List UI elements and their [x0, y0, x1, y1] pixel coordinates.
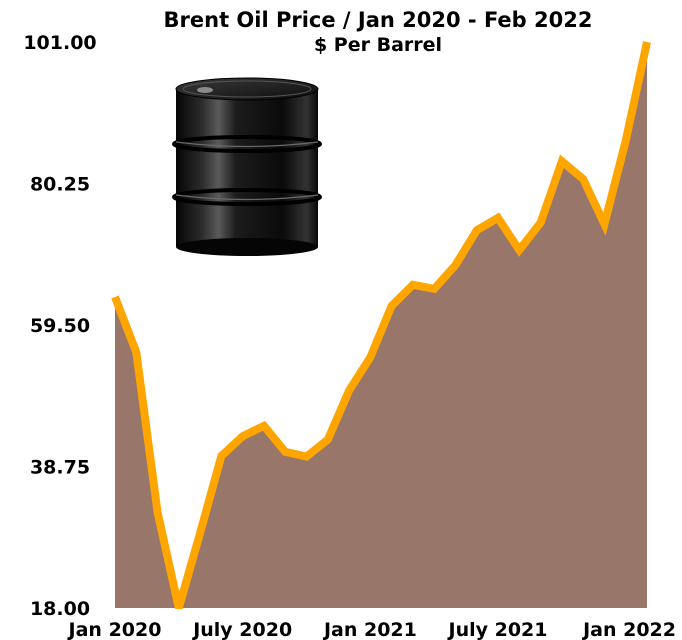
x-tick-label: Jan 2020 [67, 619, 162, 640]
y-tick-label: 101.00 [23, 32, 96, 54]
data-point [154, 509, 162, 517]
data-point [452, 261, 460, 269]
data-point [622, 137, 630, 145]
y-tick-label: 59.50 [30, 315, 90, 337]
data-point [643, 38, 651, 46]
area-layer [115, 42, 647, 608]
data-point [111, 293, 119, 301]
data-point [324, 436, 332, 444]
y-tick-label: 18.00 [30, 598, 90, 620]
oil-barrel-icon [172, 77, 322, 256]
x-axis-ticks: Jan 2020 July 2020 Jan 2021 July 2021 Jan 20… [67, 619, 676, 640]
x-tick-label: July 2020 [191, 619, 292, 640]
data-point [558, 157, 566, 165]
y-tick-label: 80.25 [30, 174, 90, 196]
series-area [115, 42, 647, 608]
x-tick-label: Jan 2022 [581, 619, 676, 640]
data-point [430, 285, 438, 293]
data-point [473, 226, 481, 234]
data-point [345, 387, 353, 395]
x-tick-label: July 2021 [447, 619, 548, 640]
data-point [281, 448, 289, 456]
data-point [579, 175, 587, 183]
data-point [132, 348, 140, 356]
series-line [111, 41, 651, 610]
chart-title: Brent Oil Price / Jan 2020 - Feb 2022 [164, 8, 593, 32]
data-point [175, 604, 183, 612]
data-point [600, 220, 608, 228]
data-point [196, 529, 204, 537]
data-point [260, 422, 268, 430]
data-point [409, 281, 417, 289]
data-point [217, 452, 225, 460]
y-axis-ticks: 101.00 80.25 59.50 38.75 18.00 [23, 32, 96, 620]
data-point [366, 353, 374, 361]
data-point [494, 214, 502, 222]
data-point [239, 432, 247, 440]
data-point [537, 219, 545, 227]
y-tick-label: 38.75 [30, 457, 90, 479]
chart-subtitle: $ Per Barrel [314, 34, 442, 56]
line-layer [111, 38, 651, 612]
data-point [303, 453, 311, 461]
data-point [515, 246, 523, 254]
x-tick-label: Jan 2021 [322, 619, 417, 640]
data-point [388, 302, 396, 310]
